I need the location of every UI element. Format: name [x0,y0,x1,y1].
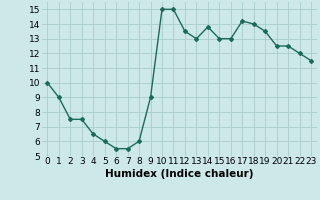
X-axis label: Humidex (Indice chaleur): Humidex (Indice chaleur) [105,169,253,179]
